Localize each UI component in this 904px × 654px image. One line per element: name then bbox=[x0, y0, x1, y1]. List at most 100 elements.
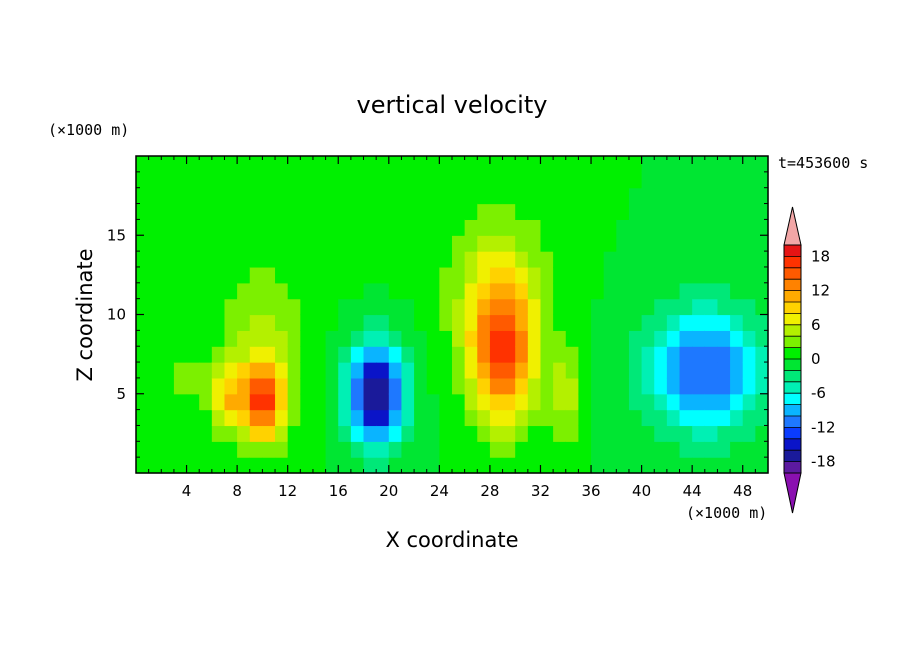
contour-cell bbox=[603, 377, 617, 395]
contour-cell bbox=[300, 377, 314, 395]
contour-cell bbox=[591, 362, 605, 379]
contour-cell bbox=[578, 457, 592, 474]
contour-cell bbox=[692, 282, 706, 300]
contour-cell bbox=[401, 298, 415, 316]
contour-cell bbox=[401, 362, 415, 379]
contour-cell bbox=[350, 377, 365, 395]
colorbar-swatch bbox=[784, 416, 801, 428]
contour-cell bbox=[161, 314, 175, 331]
contour-cell bbox=[464, 266, 478, 284]
contour-cell bbox=[211, 298, 226, 316]
contour-cell bbox=[350, 425, 365, 442]
contour-cell bbox=[578, 330, 592, 347]
contour-cell bbox=[616, 187, 630, 205]
contour-cell bbox=[363, 203, 377, 220]
contour-cell bbox=[616, 266, 630, 284]
contour-cell bbox=[502, 251, 516, 268]
contour-cell bbox=[211, 235, 226, 252]
contour-cell bbox=[502, 377, 516, 395]
contour-cell bbox=[527, 409, 542, 427]
contour-cell bbox=[376, 441, 390, 458]
contour-cell bbox=[654, 409, 668, 427]
contour-cell bbox=[237, 409, 251, 427]
contour-cell bbox=[439, 425, 453, 442]
contour-cell bbox=[325, 235, 339, 252]
contour-cell bbox=[540, 203, 554, 220]
contour-cell bbox=[717, 219, 731, 236]
contour-cell bbox=[692, 314, 706, 331]
contour-cell bbox=[565, 171, 579, 189]
contour-cell bbox=[641, 156, 655, 173]
contour-cell bbox=[401, 393, 415, 411]
contour-cell bbox=[565, 393, 579, 411]
contour-cell bbox=[540, 171, 554, 189]
contour-cell bbox=[401, 156, 415, 173]
contour-cell bbox=[237, 235, 251, 252]
contour-cell bbox=[173, 251, 188, 268]
contour-cell bbox=[148, 377, 162, 395]
contour-cell bbox=[666, 393, 681, 411]
contour-cell bbox=[628, 266, 643, 284]
contour-cell bbox=[742, 156, 756, 173]
contour-cell bbox=[717, 409, 731, 427]
contour-cell bbox=[641, 187, 655, 205]
contour-cell bbox=[553, 457, 567, 474]
contour-cell bbox=[287, 425, 301, 442]
contour-cell bbox=[553, 282, 567, 300]
contour-cell bbox=[679, 346, 693, 363]
contour-cell bbox=[654, 251, 668, 268]
contour-cell bbox=[136, 266, 150, 284]
contour-cell bbox=[237, 282, 251, 300]
colorbar-swatch bbox=[784, 290, 801, 303]
contour-cell bbox=[350, 409, 365, 427]
contour-cell bbox=[628, 314, 643, 331]
contour-cell bbox=[363, 457, 377, 474]
contour-cell bbox=[148, 441, 162, 458]
contour-cell bbox=[477, 251, 491, 268]
contour-cell bbox=[464, 314, 478, 331]
contour-cell bbox=[641, 266, 655, 284]
contour-cell bbox=[452, 393, 466, 411]
contour-cell bbox=[136, 377, 150, 395]
contour-cell bbox=[199, 393, 213, 411]
contour-cell bbox=[603, 235, 617, 252]
contour-cell bbox=[704, 409, 719, 427]
contour-cell bbox=[527, 393, 542, 411]
contour-cell bbox=[730, 298, 744, 316]
contour-cell bbox=[439, 251, 453, 268]
colorbar-swatch bbox=[784, 461, 801, 474]
contour-cell bbox=[312, 393, 327, 411]
contour-cell bbox=[224, 393, 238, 411]
contour-cell bbox=[515, 282, 529, 300]
contour-cell bbox=[376, 346, 390, 363]
contour-cell bbox=[388, 457, 403, 474]
contour-cell bbox=[679, 203, 693, 220]
contour-cell bbox=[489, 457, 504, 474]
x-tick-label: 24 bbox=[430, 482, 449, 500]
contour-cell bbox=[300, 235, 314, 252]
contour-cell bbox=[654, 457, 668, 474]
contour-cell bbox=[591, 346, 605, 363]
contour-cell bbox=[186, 219, 200, 236]
colorbar-swatch bbox=[784, 267, 801, 280]
x-tick-label: 36 bbox=[581, 482, 600, 500]
contour-cell bbox=[224, 425, 238, 442]
contour-cell bbox=[477, 409, 491, 427]
contour-cell bbox=[173, 362, 188, 379]
contour-cell bbox=[692, 425, 706, 442]
contour-cell bbox=[173, 282, 188, 300]
contour-cell bbox=[489, 314, 504, 331]
contour-cell bbox=[679, 362, 693, 379]
contour-cell bbox=[704, 346, 719, 363]
contour-cell bbox=[199, 171, 213, 189]
contour-cell bbox=[527, 235, 542, 252]
contour-cell bbox=[275, 156, 289, 173]
contour-cell bbox=[325, 346, 339, 363]
contour-cell bbox=[704, 393, 719, 411]
contour-cell bbox=[616, 219, 630, 236]
contour-cell bbox=[489, 330, 504, 347]
contour-cell bbox=[237, 457, 251, 474]
contour-cell bbox=[173, 235, 188, 252]
contour-cell bbox=[704, 235, 719, 252]
contour-cell bbox=[136, 298, 150, 316]
